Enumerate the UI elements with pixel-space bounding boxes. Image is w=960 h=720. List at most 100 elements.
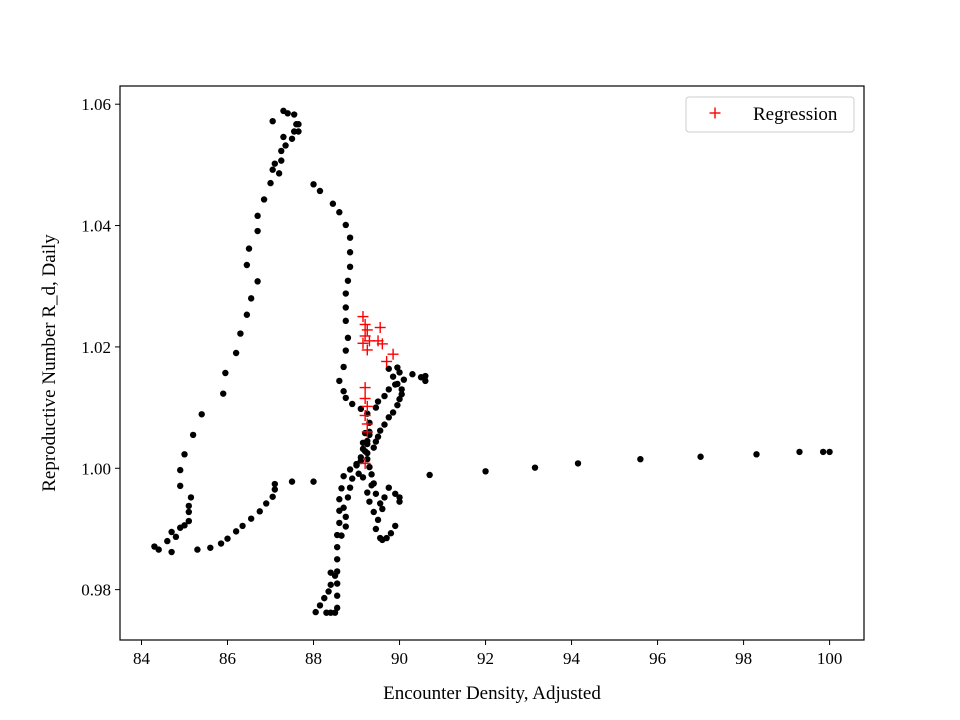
regression-point [361,344,373,356]
data-point [381,392,388,400]
data-point [271,486,279,493]
data-point [372,490,380,497]
regression-point [359,392,371,404]
x-tick-label: 98 [735,649,752,668]
data-point [340,504,347,511]
y-axis-label: Reproductive Number R_d, Daily [39,234,60,492]
legend-label-regression: Regression [753,104,838,125]
regression-point [361,400,373,412]
data-point [346,234,354,241]
data-point [181,451,188,458]
data-point [482,468,489,475]
data-point [409,371,416,378]
data-point [321,594,328,602]
data-point [340,388,347,395]
x-tick-label: 94 [563,649,581,668]
data-point [316,602,324,609]
axes: 84 86 88 90 92 94 96 98 100 0.98 1.00 1.02 1.04 1.06 [81,85,865,668]
data-point [344,277,352,284]
regression-point [359,409,371,421]
data-point [338,532,345,539]
data-point [254,227,261,235]
data-point [361,448,369,455]
data-point [389,409,397,416]
data-point [243,311,251,318]
data-point [232,528,240,535]
regression-point [387,348,399,360]
data-point [336,209,343,216]
data-point [288,135,296,142]
data-point [168,548,175,556]
data-point [198,411,205,418]
data-point [422,377,429,385]
regression-point [357,337,369,349]
x-tick-label: 88 [305,649,322,668]
data-point [181,522,188,529]
data-point [374,433,382,440]
data-point [224,535,231,542]
data-point [370,444,377,451]
data-point [327,569,334,576]
regression-point [359,382,371,394]
data-point [342,221,349,229]
data-point [237,330,244,337]
data-point [396,369,403,376]
data-point [370,508,377,516]
regression-point [381,355,393,367]
data-point [256,508,263,515]
data-point [383,534,390,542]
x-tick-label: 96 [649,649,666,668]
data-point [396,498,403,505]
data-point [342,347,349,354]
y-tick-label: 1.06 [81,95,111,114]
data-point [336,519,343,527]
data-point [278,157,285,164]
data-point [346,249,354,256]
data-point [325,588,332,595]
data-point [342,513,349,521]
data-point [364,440,371,448]
data-point [185,517,193,525]
data-point [385,414,392,421]
data-point [372,525,380,533]
y-tick-label: 0.98 [81,581,111,600]
data-point [155,546,162,553]
data-point [340,363,347,371]
data-point [355,470,362,477]
data-point [344,494,352,501]
data-point [346,263,354,271]
data-point [366,463,373,471]
data-point [247,295,255,302]
data-point [187,494,195,501]
data-point [333,604,341,612]
data-point [387,530,395,537]
data-point [340,472,347,480]
y-tick-label: 1.04 [81,217,111,236]
data-point [222,369,229,377]
data-point [271,160,279,167]
legend-box [685,96,855,133]
data-point [394,364,401,371]
data-point [293,121,300,128]
data-point [333,543,341,551]
data-point [349,400,356,408]
data-point [379,505,386,513]
legend-marker-regression [709,107,721,119]
regression-point [359,318,371,330]
y-tick-label: 1.00 [81,459,111,478]
data-point [295,128,302,135]
data-point [189,431,197,439]
data-point [333,556,341,563]
data-point [269,166,276,173]
data-point [275,170,283,177]
data-point [368,482,375,489]
data-point [280,133,287,141]
regression-point [357,311,369,323]
data-point [400,376,408,383]
data-point [697,453,704,460]
x-tick-label: 100 [817,649,843,668]
data-point [353,460,360,468]
data-point [398,391,405,398]
data-point [269,493,276,500]
data-point [796,448,803,456]
